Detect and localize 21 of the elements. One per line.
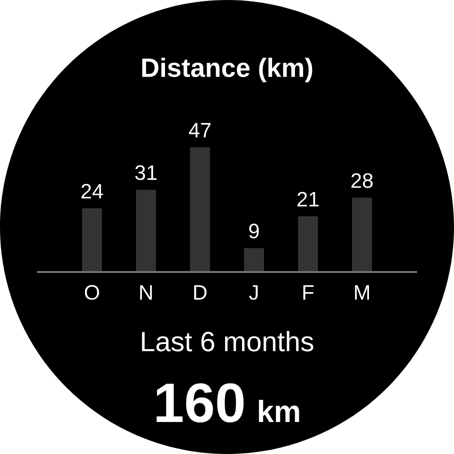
data-label: 47	[188, 123, 211, 138]
data-label: 31	[135, 165, 157, 180]
data-label: 9	[249, 224, 259, 238]
data-label: 24	[81, 184, 103, 198]
x-tick-label: N	[140, 285, 152, 300]
x-tick-label: D	[194, 285, 207, 300]
text: Last 6 months	[142, 331, 314, 352]
bar	[136, 190, 156, 272]
x-tick-label: M	[355, 285, 369, 300]
bar	[298, 216, 318, 272]
data-label: 28	[351, 173, 373, 188]
x-tick-label: J	[249, 285, 258, 300]
x-tick-label: O	[84, 285, 100, 300]
text: 160 km	[156, 383, 300, 423]
bar	[352, 198, 372, 272]
chart-title: Distance (km)	[142, 58, 312, 82]
data-label: 21	[297, 192, 319, 206]
bar	[244, 248, 264, 272]
bar	[190, 147, 210, 272]
x-tick-label: F	[303, 285, 314, 300]
bar	[82, 208, 102, 272]
